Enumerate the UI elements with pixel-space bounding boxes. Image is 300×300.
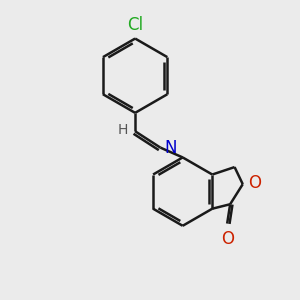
Text: O: O	[221, 230, 234, 247]
Text: O: O	[248, 174, 261, 192]
Text: Cl: Cl	[127, 16, 143, 34]
Text: H: H	[117, 123, 128, 137]
Text: N: N	[164, 139, 176, 157]
